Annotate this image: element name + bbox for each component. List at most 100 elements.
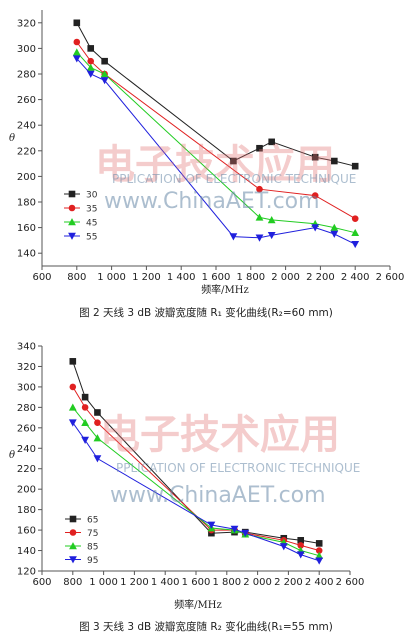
data-point-55 [86, 70, 95, 78]
data-point-55 [311, 224, 320, 232]
data-point-45 [330, 223, 339, 231]
x-tick-label: 1 800 [236, 272, 265, 283]
x-tick-label: 600 [32, 577, 51, 588]
series-55 [72, 55, 360, 249]
x-axis-title-1: 频率/MHz [201, 283, 249, 296]
data-point-75 [94, 419, 101, 427]
data-point-95 [68, 419, 77, 427]
data-point-65 [69, 358, 77, 365]
x-tick-label: 2 000 [243, 577, 272, 588]
data-point-30 [331, 157, 338, 165]
y-tick-label: 320 [17, 18, 36, 29]
legend-label: 30 [86, 191, 98, 201]
data-point-55 [255, 234, 264, 242]
y-tick-label: 240 [17, 444, 36, 455]
data-point-30 [87, 45, 95, 52]
data-point-55 [100, 77, 109, 85]
legend-swatch-marker [68, 232, 76, 240]
data-point-30 [268, 138, 275, 146]
legend-item-55: 55 [64, 233, 97, 243]
y-tick-label: 220 [17, 464, 36, 475]
data-point-75 [315, 547, 323, 554]
data-point-45 [100, 70, 109, 78]
data-point-55 [267, 231, 276, 240]
data-point-30 [311, 153, 319, 161]
data-point-85 [81, 418, 90, 427]
series-line-35 [76, 41, 356, 220]
data-point-55 [330, 230, 339, 238]
x-tick-label: 1 400 [151, 577, 180, 588]
data-point-95 [296, 551, 305, 559]
legend-swatch-marker [69, 556, 77, 564]
data-point-95 [81, 436, 90, 444]
x-tick-label: 1 000 [89, 577, 118, 588]
x-tick-label: 1 200 [132, 272, 161, 283]
data-point-65 [315, 540, 323, 547]
legend-swatch-marker [68, 204, 76, 212]
x-tick-label: 2 200 [274, 577, 303, 588]
x-tick-label: 2 000 [271, 272, 300, 283]
data-point-65 [94, 409, 101, 416]
data-point-95 [241, 529, 250, 538]
x-tick-label: 2 600 [376, 272, 405, 283]
watermark-logo-1: 电子技术应用 [95, 141, 335, 188]
data-point-85 [315, 551, 324, 559]
watermark-subtitle-1: PPLICATION OF ELECTRONIC TECHNIQUE [112, 172, 356, 186]
data-point-35 [351, 215, 359, 222]
x-tick-label: 2 600 [336, 577, 365, 588]
x-tick-label: 800 [67, 272, 86, 283]
data-point-55 [351, 240, 360, 249]
legend-item-85: 85 [65, 542, 98, 553]
data-point-95 [279, 543, 288, 551]
y-tick-label: 120 [17, 567, 36, 578]
data-point-95 [93, 455, 102, 463]
y-tick-label: 260 [17, 423, 36, 434]
legend-item-35: 35 [64, 205, 97, 215]
watermark-url-1: www.ChinaAET.com [104, 189, 320, 214]
legend-item-75: 75 [65, 529, 98, 539]
data-point-55 [229, 233, 238, 241]
data-point-35 [311, 192, 319, 199]
data-point-55 [72, 55, 81, 63]
data-point-85 [68, 403, 77, 411]
legend-item-45: 45 [64, 218, 97, 229]
data-point-30 [101, 57, 108, 65]
watermark-2: 电子技术应用 PPLICATION OF ELECTRONIC TECHNIQU… [100, 411, 360, 508]
data-point-30 [230, 157, 237, 165]
y-tick-label: 200 [17, 172, 36, 183]
data-point-85 [93, 434, 102, 442]
x-tick-label: 1 200 [120, 577, 149, 588]
y-tick-label: 300 [17, 44, 36, 55]
series-30 [73, 19, 359, 170]
data-point-35 [73, 38, 81, 46]
data-point-75 [69, 383, 77, 391]
x-tick-label: 2 400 [341, 272, 370, 283]
y-tick-label: 180 [17, 505, 36, 516]
y-axis-title-1: θ [9, 133, 15, 144]
data-point-65 [81, 393, 89, 401]
y-tick-label: 200 [17, 485, 36, 496]
caption-1: 图 2 天线 3 dB 波瓣宽度随 R₁ 变化曲线(R₂=60 mm) [79, 306, 333, 319]
legend-label: 35 [86, 205, 97, 215]
watermark-subtitle-2: PPLICATION OF ELECTRONIC TECHNIQUE [116, 461, 360, 475]
y-tick-label: 340 [17, 342, 36, 353]
data-point-30 [256, 144, 263, 152]
x-tick-label: 2 400 [305, 577, 334, 588]
data-point-35 [256, 185, 263, 193]
x-tick-label: 600 [32, 272, 51, 283]
data-point-95 [230, 525, 239, 533]
y-tick-label: 240 [17, 121, 36, 132]
watermark-1: 电子技术应用 PPLICATION OF ELECTRONIC TECHNIQU… [95, 141, 356, 214]
legend-swatch-marker [69, 515, 77, 523]
y-tick-label: 140 [17, 249, 36, 260]
y-tick-label: 280 [17, 70, 36, 81]
data-point-45 [267, 216, 276, 224]
x-axis-title-2: 频率/MHz [174, 598, 222, 611]
legend-swatch-marker [68, 190, 76, 198]
y-tick-label: 140 [17, 546, 36, 557]
legend-label: 95 [87, 556, 98, 566]
y-tick-label: 280 [17, 403, 36, 414]
y-axis-title-2: θ [9, 450, 15, 461]
x-tick-label: 1 600 [202, 272, 231, 283]
legend-label: 65 [87, 516, 98, 526]
